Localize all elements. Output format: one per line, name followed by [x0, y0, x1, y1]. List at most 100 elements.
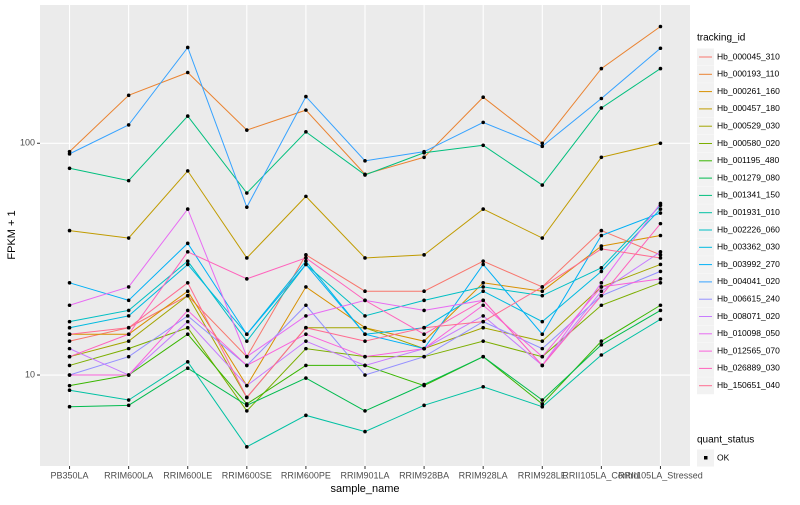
data-point: [67, 346, 72, 351]
data-point: [185, 325, 190, 330]
data-point: [304, 253, 308, 257]
data-point: [422, 403, 426, 408]
data-point: [422, 339, 426, 343]
data-point: [363, 339, 367, 343]
data-point: [304, 259, 308, 263]
data-point: [126, 308, 131, 313]
data-point: [185, 45, 190, 50]
data-point: [185, 169, 190, 173]
data-point: [185, 332, 190, 337]
data-point: [185, 308, 190, 313]
data-point: [481, 339, 485, 343]
data-point: [363, 159, 367, 163]
data-point: [658, 221, 663, 226]
data-point: [67, 152, 72, 156]
x-tick-label: RRIM928LA: [459, 470, 508, 480]
data-point: [599, 106, 604, 110]
data-point: [540, 236, 545, 240]
legend-label: Hb_000193_110: [717, 69, 780, 79]
data-point: [67, 319, 72, 324]
data-point: [126, 346, 131, 351]
data-point: [363, 256, 367, 260]
data-point: [245, 354, 249, 359]
data-point: [126, 285, 131, 289]
legend-label: Hb_000529_030: [717, 120, 780, 130]
legend: tracking_id Hb_000045_310 Hb_000193_110 Hb_…: [697, 33, 780, 467]
legend-label: Hb_150651_040: [717, 380, 780, 390]
data-point: [658, 24, 663, 29]
legend-label: Hb_000457_180: [717, 103, 780, 113]
data-point: [126, 178, 131, 183]
data-point: [185, 70, 190, 75]
data-point: [422, 253, 426, 257]
data-point: [126, 403, 131, 408]
y-axis-title: FPKM + 1: [6, 210, 18, 259]
data-point: [67, 166, 72, 171]
data-point: [422, 382, 426, 387]
data-point: [245, 339, 249, 343]
data-point: [540, 339, 545, 343]
data-point: [658, 317, 663, 322]
data-point: [481, 354, 485, 359]
data-point: [304, 256, 308, 260]
data-point: [304, 376, 308, 380]
legend-label: Hb_012565_070: [717, 345, 780, 355]
data-point: [363, 332, 367, 337]
data-point: [67, 339, 72, 343]
data-point: [599, 280, 604, 285]
data-point: [540, 363, 545, 368]
data-point: [304, 108, 308, 112]
data-point: [126, 325, 131, 330]
data-point: [363, 314, 367, 318]
data-point: [422, 155, 426, 160]
data-point: [599, 155, 604, 160]
data-point: [658, 303, 663, 308]
data-point: [245, 256, 249, 260]
data-point: [126, 298, 131, 303]
data-point: [304, 325, 308, 330]
data-point: [185, 293, 190, 298]
data-point: [67, 373, 72, 377]
data-point: [540, 404, 545, 409]
data-point: [481, 298, 485, 303]
data-point: [658, 280, 663, 285]
data-point: [304, 194, 308, 199]
data-point: [304, 94, 308, 99]
data-point: [422, 149, 426, 154]
data-point: [67, 383, 72, 388]
data-point: [599, 343, 604, 347]
data-point: [304, 314, 308, 318]
legend-label: Hb_000045_310: [717, 51, 780, 61]
data-point: [658, 253, 663, 257]
data-point: [599, 244, 604, 248]
data-point: [658, 46, 663, 51]
legend-label: Hb_010098_050: [717, 328, 780, 338]
data-point: [658, 277, 663, 281]
data-point: [363, 409, 367, 413]
legend-label: Hb_003992_270: [717, 259, 780, 269]
data-point: [540, 285, 545, 289]
data-point: [658, 233, 663, 238]
data-point: [304, 339, 308, 343]
data-point: [599, 233, 604, 238]
legend-title: quant_status: [697, 435, 754, 446]
data-point: [658, 201, 663, 206]
data-point: [422, 346, 426, 351]
x-tick-label: RRII105LA_Stressed: [618, 470, 703, 480]
legend-label: Hb_002226_060: [717, 224, 780, 234]
data-point: [185, 241, 190, 246]
y-tick-label: 100: [20, 138, 35, 148]
x-tick-label: RRII105LA_Control: [562, 470, 640, 480]
data-point: [422, 332, 426, 337]
data-point: [67, 363, 72, 368]
legend-label: Hb_000261_160: [717, 86, 780, 96]
legend-swatch: [704, 456, 708, 460]
data-point: [599, 289, 604, 293]
x-tick-label: RRIM928LE: [518, 470, 567, 480]
data-point: [481, 143, 485, 148]
data-point: [540, 346, 545, 351]
data-point: [540, 398, 545, 402]
data-point: [126, 373, 131, 377]
data-point: [67, 280, 72, 285]
